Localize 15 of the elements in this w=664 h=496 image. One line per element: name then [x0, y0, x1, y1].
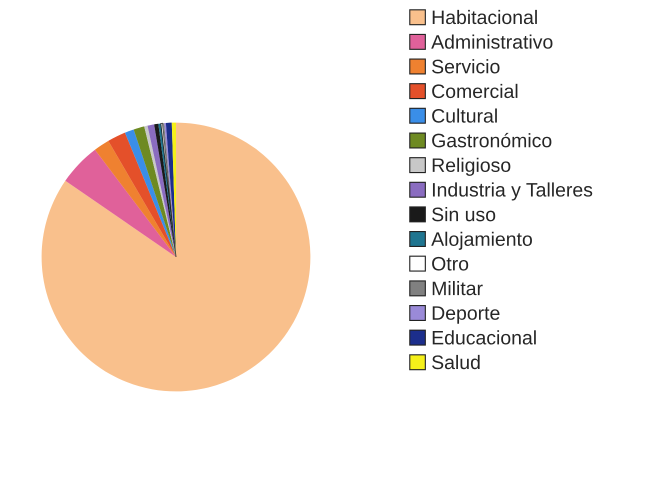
legend-label: Militar: [432, 280, 483, 296]
legend-label: Otro: [432, 256, 468, 271]
legend-label: Gastronómico: [432, 132, 552, 148]
legend-label: Cultural: [432, 108, 497, 123]
legend-label: Industria y Talleres: [432, 182, 592, 201]
legend-label: Habitacional: [432, 10, 537, 24]
legend-label: Administrativo: [431, 34, 552, 49]
legend-label: Alojamiento: [431, 232, 532, 250]
legend-label: Sin uso: [432, 207, 496, 222]
legend-label: Comercial: [432, 84, 518, 98]
legend-label: Deporte: [432, 306, 500, 324]
legend-label: Servicio: [432, 59, 500, 74]
legend-label: Educacional: [432, 330, 536, 345]
legend-label: Religioso: [432, 158, 510, 176]
legend-label: Salud: [432, 354, 480, 370]
